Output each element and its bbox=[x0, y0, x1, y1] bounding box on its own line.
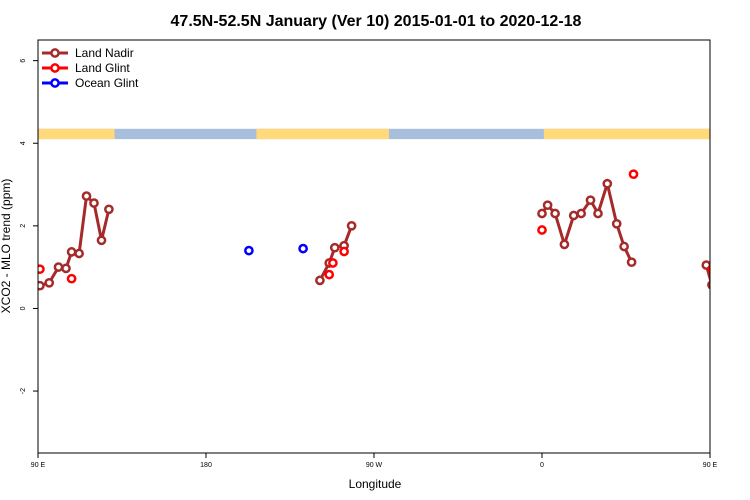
data-point bbox=[38, 264, 45, 275]
data-point bbox=[707, 280, 710, 290]
series-line bbox=[704, 264, 710, 284]
legend-marker bbox=[50, 63, 60, 73]
land-segment bbox=[38, 128, 115, 140]
land-segment bbox=[256, 128, 389, 140]
data-point bbox=[742, 248, 749, 255]
x-tick-label: 90 W bbox=[366, 462, 383, 469]
legend-item: Land Nadir bbox=[42, 46, 134, 60]
x-tick-label: 0 bbox=[540, 462, 544, 469]
series-layer bbox=[38, 169, 749, 291]
data-point bbox=[66, 247, 77, 257]
land-ocean-strip bbox=[38, 128, 710, 140]
y-tick-label: 2 bbox=[20, 224, 27, 228]
data-point bbox=[611, 218, 622, 229]
y-tick-label: 0 bbox=[20, 306, 27, 310]
data-point bbox=[568, 210, 579, 221]
y-axis-label: XCO2 - MLO trend (ppm) bbox=[0, 179, 13, 314]
data-point bbox=[324, 269, 335, 280]
data-point bbox=[298, 243, 308, 254]
data-point bbox=[542, 200, 553, 211]
y-tick-label: -2 bbox=[20, 388, 27, 394]
series-land-nadir bbox=[38, 178, 749, 291]
data-point bbox=[718, 279, 725, 286]
land-segment bbox=[543, 128, 710, 140]
x-tick-label: 90 E bbox=[31, 462, 46, 469]
data-point bbox=[66, 273, 77, 284]
data-point bbox=[559, 239, 570, 250]
legend-label: Ocean Glint bbox=[75, 76, 139, 90]
y-tick-label: 6 bbox=[20, 59, 27, 63]
data-point bbox=[89, 198, 99, 208]
data-point bbox=[537, 208, 547, 219]
legend-label: Land Nadir bbox=[75, 46, 134, 60]
data-point bbox=[96, 235, 107, 246]
data-point bbox=[244, 245, 254, 256]
legend-item: Ocean Glint bbox=[42, 76, 139, 90]
x-tick-label: 180 bbox=[200, 462, 212, 469]
y-axis: -2 0 2 4 6 bbox=[20, 59, 38, 394]
series-ocean-glint bbox=[244, 243, 308, 256]
chart-title: 47.5N-52.5N January (Ver 10) 2015-01-01 … bbox=[171, 13, 582, 30]
data-point bbox=[346, 220, 357, 231]
data-point bbox=[53, 262, 64, 272]
data-point bbox=[61, 263, 71, 274]
data-point bbox=[602, 178, 613, 189]
data-point bbox=[81, 191, 92, 201]
legend-marker bbox=[50, 78, 60, 88]
data-point bbox=[104, 204, 114, 215]
data-point bbox=[74, 248, 84, 259]
data-point bbox=[626, 257, 637, 268]
data-point bbox=[339, 246, 349, 257]
y-tick-label: 4 bbox=[20, 141, 27, 145]
data-point bbox=[550, 208, 560, 219]
x-axis: 90 E 180 90 W 0 90 E bbox=[31, 453, 718, 469]
data-point bbox=[576, 208, 587, 219]
data-point bbox=[585, 195, 596, 206]
data-point bbox=[725, 264, 732, 271]
data-point bbox=[734, 265, 741, 272]
data-point bbox=[537, 225, 547, 235]
series-land-glint bbox=[38, 169, 710, 284]
data-point bbox=[38, 280, 45, 291]
data-point bbox=[707, 264, 710, 274]
data-point bbox=[628, 169, 639, 180]
plot-frame bbox=[37, 39, 711, 454]
data-point bbox=[315, 275, 325, 286]
legend-label: Land Glint bbox=[75, 61, 130, 75]
legend-item: Land Glint bbox=[42, 61, 130, 75]
x-axis-label: Longitude bbox=[349, 477, 402, 491]
x-tick-label: 90 E bbox=[703, 462, 718, 469]
data-point bbox=[329, 242, 340, 253]
legend-marker bbox=[50, 48, 60, 58]
data-point bbox=[44, 277, 55, 288]
data-point bbox=[593, 208, 603, 219]
data-point bbox=[328, 258, 338, 268]
data-point bbox=[619, 241, 629, 252]
